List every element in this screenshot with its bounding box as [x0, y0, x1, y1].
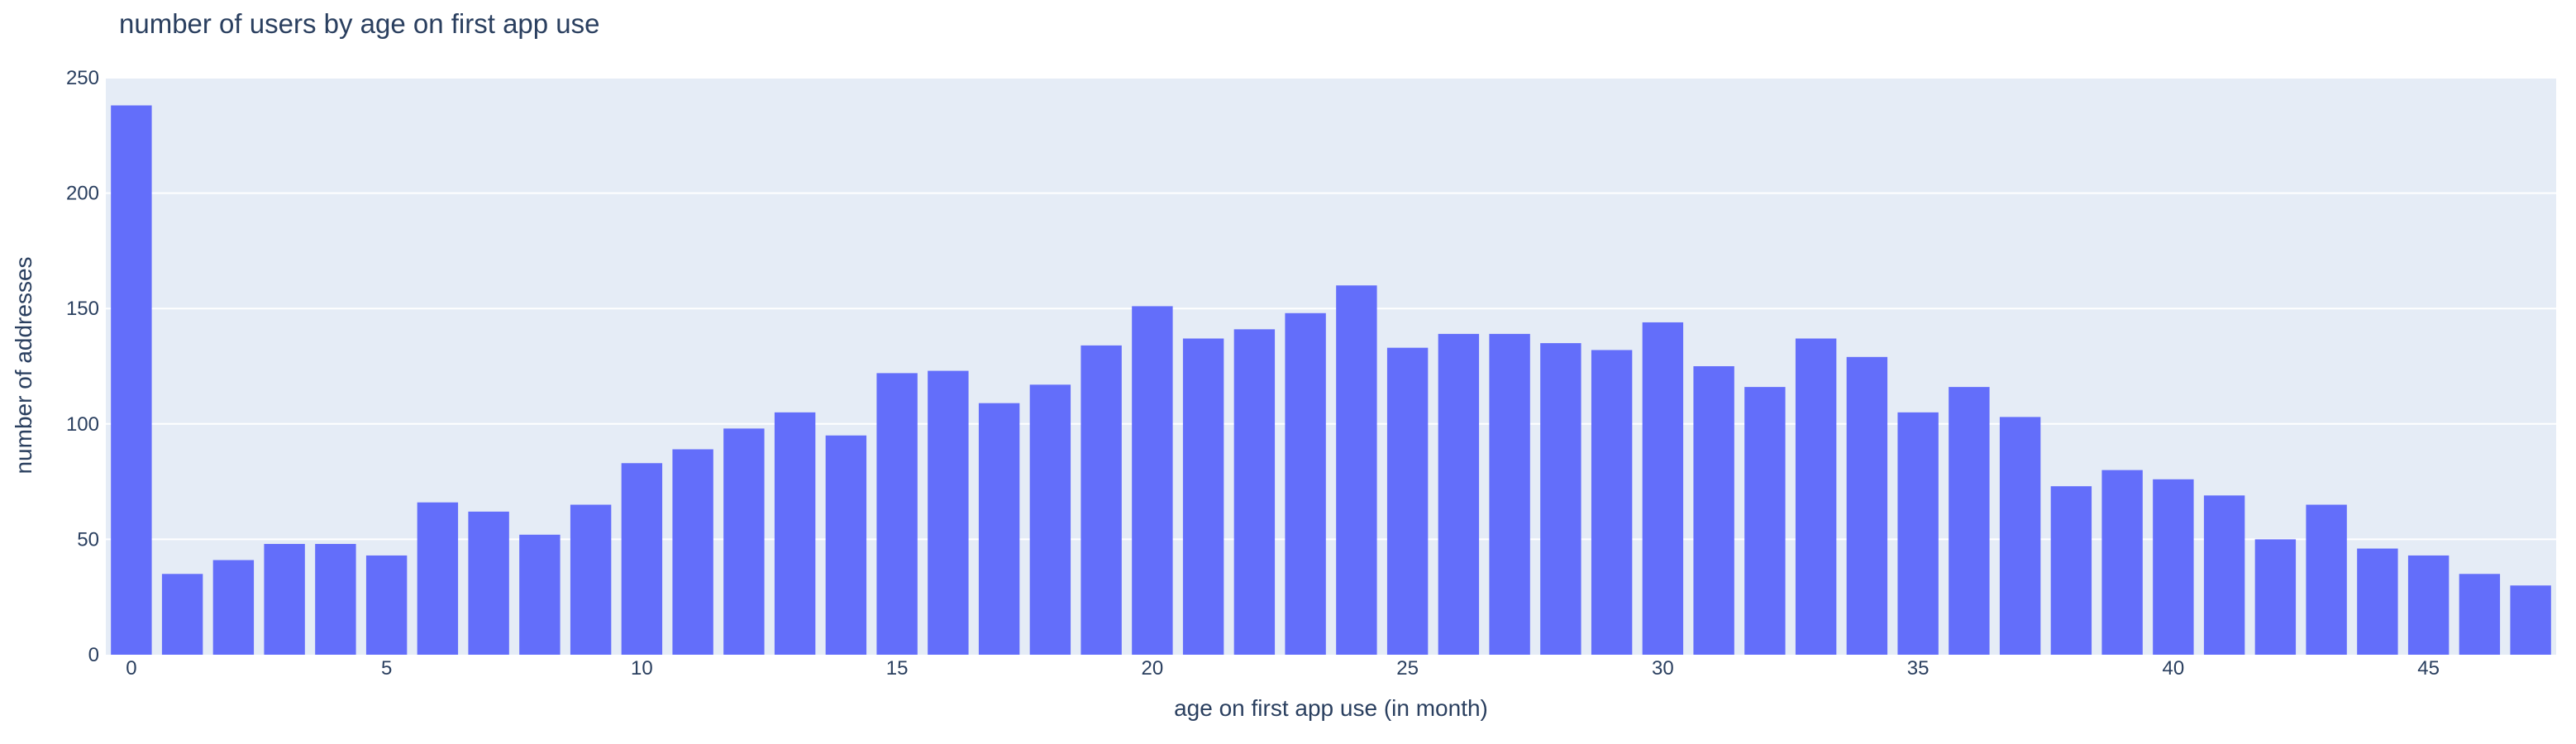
bar: [1949, 387, 1990, 655]
x-tick-label: 10: [631, 657, 653, 680]
bar: [928, 370, 969, 655]
bar: [978, 403, 1020, 655]
bar: [1795, 338, 1837, 655]
bar: [1693, 366, 1734, 655]
bar: [315, 543, 356, 655]
y-tick-label: 50: [77, 528, 99, 551]
bar: [2510, 585, 2551, 655]
bar: [519, 534, 561, 655]
x-tick-label: 35: [1907, 657, 1930, 680]
bar: [2203, 495, 2245, 655]
y-tick-label: 150: [66, 298, 99, 320]
bar: [1846, 356, 1888, 655]
bar: [1285, 312, 1326, 655]
bar: [1132, 306, 1173, 655]
bar: [2306, 504, 2347, 655]
bar: [1999, 417, 2041, 655]
x-tick-label: 0: [126, 657, 136, 680]
bar: [1080, 345, 1122, 655]
y-tick-label: 250: [66, 67, 99, 89]
bar: [2459, 574, 2501, 655]
bar: [264, 543, 305, 655]
bar: [365, 555, 408, 655]
x-axis-ticks: 0 5 10 15 20 25 30 35 40 45: [126, 657, 2440, 680]
x-tick-label: 40: [2163, 657, 2185, 680]
chart-title: number of users by age on first app use: [119, 8, 600, 39]
x-tick-label: 15: [886, 657, 909, 680]
bar: [1642, 322, 1684, 655]
bar: [621, 463, 663, 655]
y-tick-label: 200: [66, 183, 99, 205]
bar: [417, 502, 459, 655]
bar: [2153, 479, 2194, 655]
bar: [468, 511, 509, 655]
bar: [1744, 387, 1786, 655]
bar: [2357, 548, 2398, 655]
y-axis-ticks: 0 50 100 150 200 250: [66, 67, 99, 666]
bar: [2407, 555, 2450, 655]
bar: [1233, 329, 1276, 655]
bar: [111, 105, 152, 655]
bar: [1489, 333, 1530, 655]
bar: [1336, 285, 1377, 655]
x-tick-label: 30: [1652, 657, 1674, 680]
bar: [212, 560, 255, 655]
bar: [1438, 333, 1480, 655]
bars: [111, 105, 2551, 655]
bar: [774, 412, 816, 655]
bar: [825, 435, 867, 655]
bar: [723, 428, 765, 655]
bar: [1182, 338, 1224, 655]
bar: [1029, 384, 1071, 655]
bar: [1386, 347, 1429, 655]
bar: [2254, 539, 2297, 655]
plot-area: [106, 78, 2556, 655]
x-tick-label: 25: [1396, 657, 1419, 680]
gridlines: [106, 77, 2556, 541]
bar: [1540, 343, 1581, 655]
y-tick-label: 0: [88, 644, 99, 666]
x-axis-title: age on first app use (in month): [1174, 695, 1488, 721]
bar: [876, 373, 918, 655]
x-tick-label: 5: [381, 657, 392, 680]
bar: [570, 504, 612, 655]
y-axis-title: number of addresses: [11, 256, 36, 474]
bar: [1897, 412, 1939, 655]
bar: [161, 574, 203, 655]
y-tick-label: 100: [66, 413, 99, 436]
x-tick-label: 20: [1142, 657, 1164, 680]
bar: [2101, 470, 2143, 655]
bar: [1591, 350, 1633, 655]
x-tick-label: 45: [2417, 657, 2440, 680]
bar: [672, 449, 713, 655]
bar: [2050, 486, 2092, 655]
